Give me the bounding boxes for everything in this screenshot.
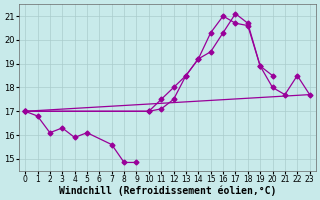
X-axis label: Windchill (Refroidissement éolien,°C): Windchill (Refroidissement éolien,°C) <box>59 185 276 196</box>
